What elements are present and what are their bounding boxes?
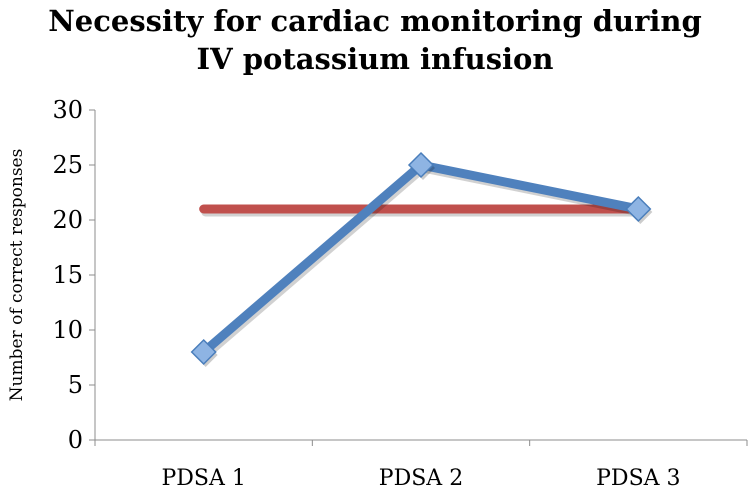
y-tick-label: 10 xyxy=(52,316,83,344)
data-point xyxy=(625,195,652,223)
x-tick-label: PDSA 1 xyxy=(161,466,245,491)
series-2 xyxy=(199,204,645,217)
data-point xyxy=(190,338,217,366)
y-tick-labels: 0 5 10 15 20 25 30 xyxy=(52,96,83,454)
chart-title: Necessity for cardiac monitoring during … xyxy=(0,2,750,78)
x-tick-label: PDSA 2 xyxy=(379,466,463,491)
y-axis-label: Number of correct responses xyxy=(7,149,27,402)
chart-title-line-1: Necessity for cardiac monitoring during xyxy=(48,4,702,38)
data-point xyxy=(407,151,435,179)
series-1 xyxy=(190,151,653,367)
y-tick-label: 30 xyxy=(52,96,83,124)
series-line xyxy=(199,160,643,357)
y-tick-label: 0 xyxy=(68,426,83,454)
y-tick-label: 15 xyxy=(52,261,83,289)
chart-axes xyxy=(89,109,748,446)
chart-title-line-2: IV potassium infusion xyxy=(196,42,554,76)
y-tick-label: 20 xyxy=(52,206,83,234)
x-tick-label: PDSA 3 xyxy=(596,466,680,491)
y-tick-label: 25 xyxy=(52,151,83,179)
chart-series xyxy=(190,151,653,367)
x-tick-labels: PDSA 1 PDSA 2 PDSA 3 xyxy=(161,466,680,491)
y-tick-label: 5 xyxy=(68,371,83,399)
